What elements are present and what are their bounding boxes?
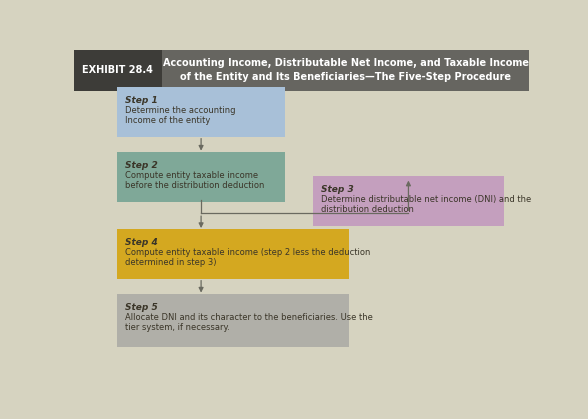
FancyBboxPatch shape: [117, 152, 285, 202]
FancyBboxPatch shape: [117, 229, 349, 279]
Text: EXHIBIT 28.4: EXHIBIT 28.4: [82, 65, 153, 75]
FancyBboxPatch shape: [117, 88, 285, 137]
Text: Accounting Income, Distributable Net Income, and Taxable Income
of the Entity an: Accounting Income, Distributable Net Inc…: [163, 58, 529, 83]
Text: Determine the accounting
Income of the entity: Determine the accounting Income of the e…: [125, 106, 236, 126]
Text: Compute entity taxable income
before the distribution deduction: Compute entity taxable income before the…: [125, 171, 265, 190]
Text: Compute entity taxable income (step 2 less the deduction
determined in step 3): Compute entity taxable income (step 2 le…: [125, 248, 371, 267]
Text: Step 5: Step 5: [125, 303, 158, 312]
Text: Determine distributable net income (DNI) and the
distribution deduction: Determine distributable net income (DNI)…: [322, 195, 532, 214]
FancyBboxPatch shape: [313, 176, 504, 226]
Text: Step 4: Step 4: [125, 238, 158, 247]
Text: Step 1: Step 1: [125, 96, 158, 105]
FancyBboxPatch shape: [74, 50, 529, 91]
FancyBboxPatch shape: [117, 294, 349, 347]
Text: Step 3: Step 3: [322, 185, 354, 194]
Text: Allocate DNI and its character to the beneficiaries. Use the
tier system, if nec: Allocate DNI and its character to the be…: [125, 313, 373, 332]
FancyBboxPatch shape: [74, 50, 162, 91]
Text: Step 2: Step 2: [125, 160, 158, 170]
